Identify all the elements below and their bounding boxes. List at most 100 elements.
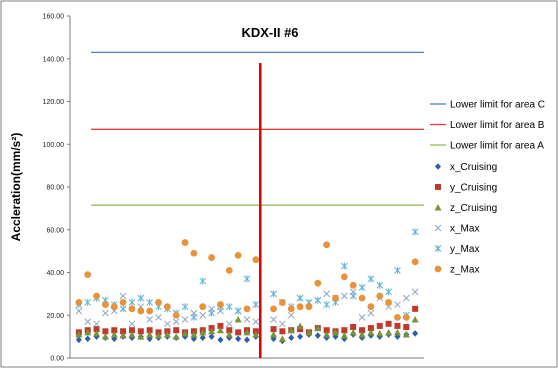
y-tick-label: 160.00 — [43, 14, 65, 21]
point-y-max — [394, 266, 401, 274]
point-y-cruising — [412, 305, 419, 312]
point-y-cruising — [394, 322, 401, 329]
point-z-max — [402, 313, 410, 321]
point-z-max — [305, 303, 313, 311]
point-y-max — [190, 313, 198, 321]
legend-label: z_Max — [450, 265, 479, 276]
point-z-cruising — [332, 328, 339, 336]
point-x-max — [119, 292, 127, 300]
point-z-max — [270, 305, 277, 313]
point-y-max — [376, 281, 384, 289]
point-x-max-stroke — [287, 311, 295, 319]
point-y-cruising — [235, 329, 242, 336]
point-x-cruising — [128, 334, 135, 341]
point-z-cruising — [358, 330, 366, 338]
point-y-max — [252, 301, 260, 309]
y-tick-label: 120.00 — [43, 99, 65, 106]
point-y-max — [411, 228, 419, 236]
point-x-max-stroke — [270, 316, 277, 323]
point-x-max — [102, 309, 109, 317]
point-y-max — [128, 298, 136, 306]
point-x-cruising — [226, 334, 233, 341]
point-z-max — [234, 252, 242, 259]
point-x-max-stroke — [394, 301, 401, 308]
legend: Lower limit for area C Lower limit for ar… — [430, 100, 545, 276]
point-z-max — [137, 307, 145, 315]
point-x-max-stroke — [402, 294, 410, 302]
y-tick-label: 100.00 — [43, 142, 65, 149]
point-z-cruising — [128, 330, 136, 338]
point-x-max — [287, 311, 295, 319]
point-z-max — [128, 305, 136, 313]
point-x-max-stroke — [119, 292, 127, 300]
point-y-max — [243, 275, 251, 283]
point-x-max-stroke — [225, 320, 233, 328]
point-y-max — [358, 283, 366, 291]
data-points — [75, 228, 419, 345]
point-z-cruising — [402, 330, 410, 338]
point-z-max — [199, 303, 207, 311]
point-z-cruising — [84, 328, 92, 336]
point-x-max-stroke — [146, 316, 154, 323]
y-tick-label: 40.00 — [46, 270, 64, 277]
point-x-max — [270, 316, 277, 323]
point-x-cruising — [314, 332, 321, 339]
point-y-max — [137, 294, 145, 302]
point-y-cruising — [128, 327, 135, 334]
point-z-cruising — [385, 328, 393, 336]
point-x-max-stroke — [279, 320, 286, 328]
point-z-cruising — [146, 330, 154, 338]
point-x-cruising — [297, 333, 304, 340]
point-y-max — [314, 296, 322, 304]
legend-label: Lower limit for area A — [450, 141, 544, 152]
point-x-cruising — [199, 334, 206, 341]
point-y-cruising — [270, 326, 277, 333]
point-y-max — [367, 275, 375, 283]
point-x-max-stroke — [128, 320, 136, 328]
point-y-cruising — [146, 327, 153, 334]
point-x-max-stroke — [172, 318, 180, 326]
point-x-max — [146, 316, 154, 323]
point-z-cruising — [278, 335, 286, 342]
point-z-cruising — [172, 333, 180, 340]
point-y-cruising — [403, 324, 410, 331]
point-x-max-stroke — [243, 316, 251, 323]
point-y-cruising — [217, 322, 224, 329]
point-z-max — [172, 311, 180, 319]
point-y-max — [323, 301, 331, 309]
point-z-max — [208, 254, 216, 261]
point-z-cruising — [393, 328, 401, 336]
point-y-cruising — [385, 320, 392, 327]
point-z-max — [367, 303, 375, 311]
point-y-cruising — [323, 327, 330, 334]
point-x-max — [323, 290, 331, 298]
point-z-cruising — [137, 333, 145, 340]
point-x-max — [128, 320, 136, 328]
point-x-cruising — [208, 333, 215, 340]
point-z-cruising — [287, 326, 295, 334]
point-x-max-stroke — [93, 320, 100, 328]
point-z-max — [296, 303, 304, 311]
point-z-max — [163, 303, 171, 311]
point-z-cruising — [296, 322, 304, 329]
point-x-max — [93, 320, 100, 328]
point-x-cruising — [244, 336, 250, 344]
point-x-cruising — [84, 335, 91, 343]
point-x-cruising — [146, 335, 153, 343]
point-y-max — [340, 262, 348, 270]
legend-label: y_Cruising — [450, 183, 497, 194]
point-x-cruising — [217, 336, 224, 344]
point-z-max — [252, 256, 260, 264]
point-y-cruising — [350, 324, 357, 331]
point-z-max — [349, 281, 357, 289]
point-y-cruising — [111, 327, 118, 334]
point-y-cruising — [341, 327, 348, 334]
point-z-max — [394, 313, 401, 321]
point-x-max-stroke — [199, 311, 207, 319]
point-y-max — [225, 303, 233, 311]
point-y-cruising — [226, 327, 233, 334]
point-z-max — [181, 239, 189, 246]
point-z-max — [385, 299, 392, 306]
point-x-max-stroke — [155, 314, 162, 321]
